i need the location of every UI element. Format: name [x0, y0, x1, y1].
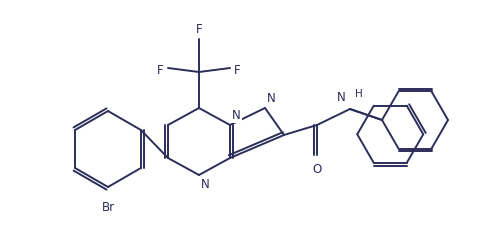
Text: F: F	[234, 63, 241, 76]
Text: N: N	[267, 92, 276, 105]
Text: N: N	[201, 178, 210, 191]
Text: Br: Br	[102, 201, 115, 214]
Text: H: H	[355, 89, 363, 99]
Text: F: F	[157, 63, 164, 76]
Text: N: N	[337, 91, 346, 104]
Text: O: O	[312, 163, 321, 176]
Text: N: N	[232, 109, 241, 122]
Text: F: F	[196, 23, 202, 36]
